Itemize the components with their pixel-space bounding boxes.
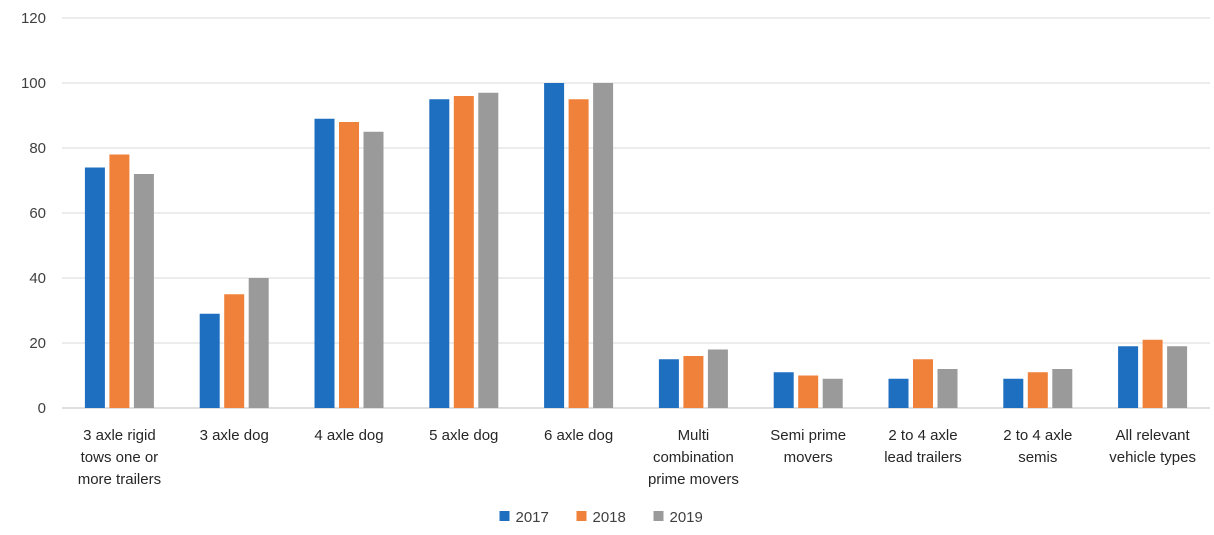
bar-2019 — [363, 131, 384, 408]
bar-2019 — [478, 92, 499, 408]
bar-2017 — [314, 118, 335, 408]
y-tick-label: 40 — [29, 270, 46, 287]
x-tick-label: Multi combination prime movers — [648, 427, 739, 488]
x-tick-label-line: combination — [653, 449, 734, 466]
legend-swatch — [653, 511, 664, 521]
bar-2017 — [1118, 346, 1139, 408]
bar-2018 — [1142, 339, 1163, 408]
bar-2019 — [822, 378, 843, 408]
x-tick-label-line: lead trailers — [884, 449, 962, 466]
bar-2017 — [888, 378, 909, 408]
x-tick-label: 4 axle dog — [314, 427, 383, 444]
bar-2017 — [199, 313, 220, 408]
bar-2019 — [593, 83, 614, 408]
bar-2017 — [773, 372, 794, 408]
legend-label: 2018 — [593, 509, 626, 526]
x-tick-label-line: 2 to 4 axle — [888, 427, 957, 444]
x-tick-label-line: 5 axle dog — [429, 427, 498, 444]
x-tick-label-line: Semi prime — [770, 427, 846, 444]
bar-2019 — [1167, 346, 1188, 408]
bar-2018 — [568, 99, 589, 408]
x-tick-label-line: 4 axle dog — [314, 427, 383, 444]
bar-2018 — [453, 96, 474, 408]
x-tick-label-line: prime movers — [648, 471, 739, 488]
bar-2019 — [133, 174, 154, 408]
bar-2018 — [913, 359, 933, 408]
y-tick-label: 120 — [21, 10, 46, 27]
bar-2019 — [937, 369, 958, 408]
x-tick-label-line: semis — [1018, 449, 1057, 466]
x-tick-label-line: 3 axle rigid — [83, 427, 156, 444]
legend-label: 2017 — [516, 509, 549, 526]
bar-2018 — [1027, 372, 1048, 408]
legend-swatch — [576, 511, 587, 521]
x-tick-label: 5 axle dog — [429, 427, 498, 444]
bar-2017 — [429, 99, 450, 408]
legend-label: 2019 — [670, 509, 703, 526]
x-tick-label-line: more trailers — [78, 471, 161, 488]
bar-2017 — [544, 83, 565, 408]
x-tick-label: 2 to 4 axle semis — [1003, 427, 1072, 466]
bar-2019 — [248, 278, 269, 408]
x-tick-label-line: tows one or — [81, 449, 159, 466]
y-tick-label: 0 — [38, 400, 46, 417]
x-tick-label: All relevant vehicle types — [1109, 427, 1196, 466]
bar-2018 — [798, 375, 819, 408]
bar-2018 — [224, 294, 245, 408]
x-tick-label: 3 axle dog — [200, 427, 269, 444]
bar-2017 — [1003, 378, 1024, 408]
bar-2018 — [683, 356, 704, 408]
x-tick-label: 3 axle rigid tows one or more trailers — [78, 427, 161, 488]
bar-2019 — [1052, 369, 1073, 408]
legend-swatch — [499, 511, 510, 521]
x-tick-label: Semi prime movers — [770, 427, 846, 466]
bar-2017 — [658, 359, 679, 408]
x-tick-label-line: Multi — [678, 427, 710, 444]
x-tick-label: 6 axle dog — [544, 427, 613, 444]
bar-2019 — [707, 349, 728, 408]
y-tick-label: 80 — [29, 140, 46, 157]
y-tick-label: 20 — [29, 335, 46, 352]
x-tick-label-line: 2 to 4 axle — [1003, 427, 1072, 444]
y-tick-label: 100 — [21, 75, 46, 92]
x-tick-label-line: vehicle types — [1109, 449, 1196, 466]
y-tick-label: 60 — [29, 205, 46, 222]
bar-2018 — [339, 122, 359, 408]
bar-2018 — [109, 154, 130, 408]
x-tick-label-line: movers — [784, 449, 833, 466]
x-tick-label-line: 3 axle dog — [200, 427, 269, 444]
x-tick-label-line: 6 axle dog — [544, 427, 613, 444]
bar-2017 — [84, 167, 105, 408]
x-tick-label-line: All relevant — [1115, 427, 1190, 444]
x-tick-label: 2 to 4 axle lead trailers — [884, 427, 962, 466]
